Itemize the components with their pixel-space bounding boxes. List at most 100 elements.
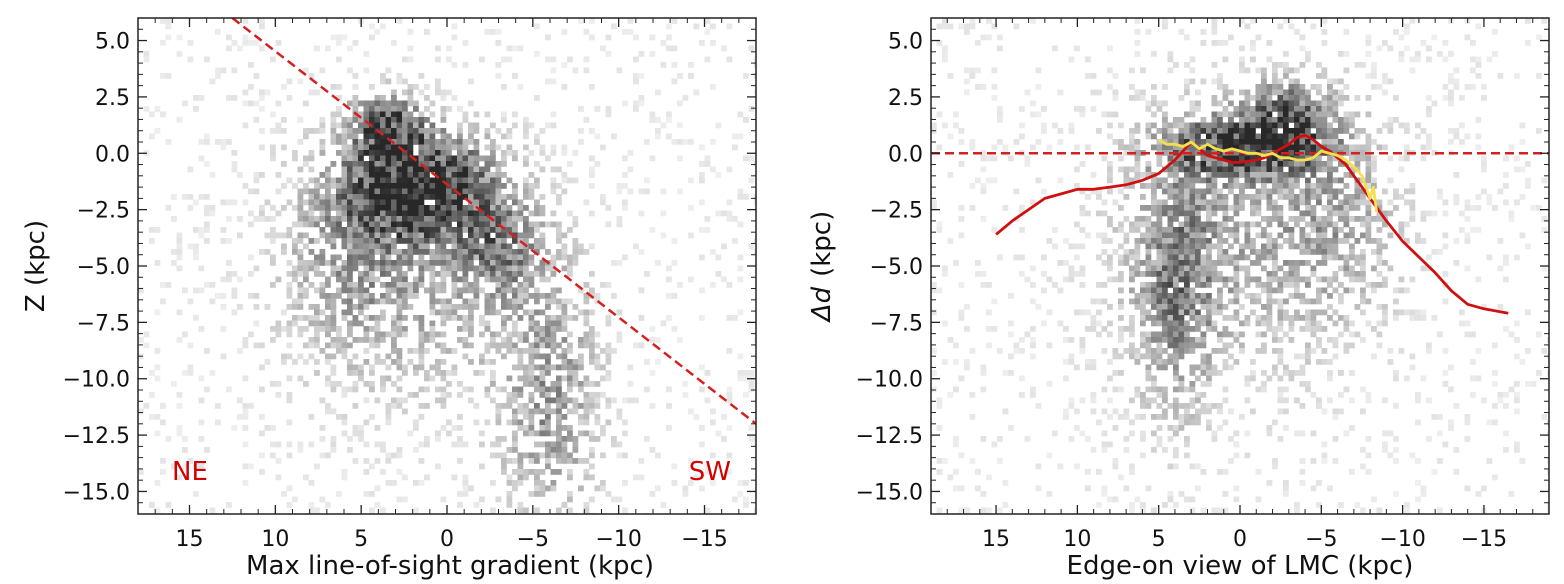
heatmap-cell <box>633 397 639 404</box>
heatmap-cell <box>418 320 425 327</box>
heatmap-cell <box>1250 45 1256 52</box>
heatmap-cell <box>446 166 452 173</box>
heatmap-cell <box>1118 331 1124 338</box>
heatmap-cell <box>495 436 502 442</box>
heatmap-cell <box>1283 485 1289 492</box>
heatmap-cell <box>380 386 386 393</box>
heatmap-cell <box>1145 183 1152 189</box>
heatmap-cell <box>512 260 518 266</box>
heatmap-cell <box>1266 188 1273 195</box>
heatmap-cell <box>198 139 205 145</box>
heatmap-cell <box>407 221 414 228</box>
heatmap-cell <box>539 419 546 426</box>
heatmap-cell <box>997 117 1003 123</box>
heatmap-cell <box>336 216 342 222</box>
heatmap-cell <box>380 122 386 129</box>
heatmap-cell <box>1217 293 1223 299</box>
heatmap-cell <box>424 150 430 156</box>
heatmap-cell <box>182 370 188 376</box>
heatmap-cell <box>407 227 414 233</box>
heatmap-cell <box>396 210 403 217</box>
heatmap-cell <box>1178 29 1185 35</box>
heatmap-cell <box>1123 144 1130 151</box>
heatmap-cell <box>440 282 447 288</box>
heatmap-cell <box>319 172 326 178</box>
heatmap-cell <box>1288 205 1295 211</box>
heatmap-cell <box>385 155 392 162</box>
heatmap-cell <box>1118 315 1124 321</box>
heatmap-cell <box>479 265 485 272</box>
heatmap-cell <box>1255 84 1262 90</box>
heatmap-cell <box>1299 458 1306 464</box>
heatmap-cell <box>352 430 359 437</box>
heatmap-cell <box>627 397 634 404</box>
heatmap-cell <box>1184 122 1190 129</box>
heatmap-cell <box>1118 386 1124 393</box>
heatmap-cell <box>1244 232 1251 239</box>
heatmap-cell <box>341 227 348 233</box>
heatmap-cell <box>446 161 452 167</box>
heatmap-cell <box>567 271 573 277</box>
heatmap-cell <box>572 150 579 156</box>
heatmap-cell <box>286 232 293 239</box>
heatmap-cell <box>1272 419 1278 426</box>
heatmap-cell <box>567 425 573 431</box>
heatmap-cell <box>605 370 612 376</box>
heatmap-cell <box>413 172 419 178</box>
heatmap-cell <box>737 254 744 261</box>
heatmap-cell <box>1162 150 1168 156</box>
heatmap-cell <box>545 392 551 398</box>
heatmap-cell <box>1096 469 1102 475</box>
heatmap-cell <box>358 188 364 195</box>
heatmap-cell <box>550 397 557 404</box>
heatmap-cell <box>468 183 474 189</box>
heatmap-cell <box>176 425 183 431</box>
heatmap-cell <box>1288 89 1295 96</box>
heatmap-cell <box>506 150 513 156</box>
heatmap-cell <box>561 150 568 156</box>
heatmap-cell <box>1134 155 1141 162</box>
heatmap-cell <box>605 221 612 228</box>
heatmap-cell <box>567 331 573 338</box>
heatmap-cell <box>1107 359 1113 365</box>
heatmap-cell <box>187 342 194 349</box>
heatmap-cell <box>1189 216 1196 222</box>
heatmap-cell <box>1266 144 1273 151</box>
heatmap-cell <box>468 287 474 294</box>
heatmap-cell <box>341 232 348 239</box>
x-tick-label: 0 <box>440 527 454 552</box>
heatmap-cell <box>468 254 474 261</box>
heatmap-cell <box>688 480 694 486</box>
heatmap-cell <box>1162 348 1168 354</box>
heatmap-cell <box>1288 67 1295 74</box>
heatmap-cell <box>1299 62 1306 68</box>
heatmap-cell <box>743 496 749 503</box>
heatmap-cell <box>556 320 562 327</box>
heatmap-cell <box>1283 100 1289 107</box>
heatmap-cell <box>1074 144 1080 151</box>
heatmap-cell <box>528 381 535 387</box>
heatmap-cell <box>1305 177 1311 184</box>
heatmap-cell <box>308 337 315 343</box>
heatmap-cell <box>369 282 375 288</box>
heatmap-cell <box>369 106 375 112</box>
heatmap-cell <box>407 205 414 211</box>
heatmap-cell <box>462 144 469 151</box>
heatmap-cell <box>1239 67 1245 74</box>
heatmap-cell <box>396 282 403 288</box>
heatmap-cell <box>1140 320 1146 327</box>
heatmap-cell <box>473 177 480 184</box>
heatmap-cell <box>484 155 491 162</box>
heatmap-cell <box>1079 111 1086 118</box>
heatmap-cell <box>605 403 612 409</box>
heatmap-cell <box>1173 386 1179 393</box>
heatmap-cell <box>1206 265 1212 272</box>
heatmap-cell <box>138 337 144 343</box>
heatmap-cell <box>440 348 447 354</box>
heatmap-cell <box>1195 205 1201 211</box>
heatmap-cell <box>980 491 987 497</box>
heatmap-cell <box>953 485 959 492</box>
heatmap-cell <box>528 397 535 404</box>
heatmap-cell <box>1200 320 1207 327</box>
heatmap-cell <box>1294 95 1300 101</box>
